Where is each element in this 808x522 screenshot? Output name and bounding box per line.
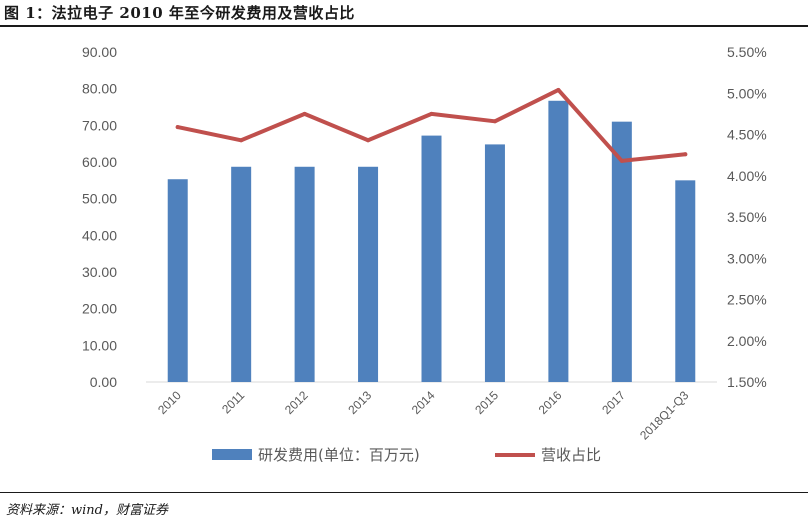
chart-title: 图 1：法拉电子 2010 年至今研发费用及营收占比 xyxy=(4,4,355,22)
line-point-2010 xyxy=(175,125,180,130)
left-tick-label: 90.00 xyxy=(82,44,117,60)
x-tick-label: 2010 xyxy=(155,388,184,417)
right-tick-label: 2.50% xyxy=(727,292,767,308)
legend-swatch-bar xyxy=(212,449,252,460)
bar-2014 xyxy=(421,135,442,382)
right-tick-label: 5.50% xyxy=(727,44,767,60)
line-point-2012 xyxy=(302,111,307,116)
x-tick-label: 2013 xyxy=(345,388,374,417)
right-tick-label: 2.00% xyxy=(727,333,767,349)
left-tick-label: 20.00 xyxy=(82,301,117,317)
left-tick-label: 80.00 xyxy=(82,81,117,97)
x-axis-ticks: 2010 2011 2012 2013 2014 2015 2016 2017 2018Q1-Q… xyxy=(155,388,692,442)
left-tick-label: 10.00 xyxy=(82,337,117,353)
line-point-2011 xyxy=(239,138,244,143)
source-rule xyxy=(0,492,808,493)
x-tick-label: 2012 xyxy=(282,388,311,417)
line-point-2014 xyxy=(429,111,434,116)
bar-2015 xyxy=(484,144,505,382)
bar-2011 xyxy=(231,166,252,382)
line-point-2016 xyxy=(556,87,561,92)
line-series xyxy=(175,87,688,163)
bar-2016 xyxy=(548,100,569,383)
x-tick-label: 2018Q1-Q3 xyxy=(637,388,691,442)
right-tick-label: 3.00% xyxy=(727,250,767,266)
x-tick-label: 2011 xyxy=(219,388,247,416)
source-note: 资料来源：wind，财富证券 xyxy=(6,503,168,518)
right-tick-label: 4.50% xyxy=(727,127,767,143)
left-axis-ticks: 0.00 10.00 20.00 30.00 40.00 50.00 60.00 70.00 8… xyxy=(82,44,117,390)
x-tick-label: 2017 xyxy=(599,388,628,417)
right-tick-label: 3.50% xyxy=(727,209,767,225)
x-tick-label: 2014 xyxy=(409,388,438,417)
left-tick-label: 60.00 xyxy=(82,154,117,170)
bar-2018Q1-Q3 xyxy=(675,180,696,382)
line-point-2018Q1-Q3 xyxy=(683,152,688,157)
left-tick-label: 0.00 xyxy=(90,374,117,390)
bar-series xyxy=(167,100,696,383)
line-point-2015 xyxy=(492,119,497,124)
bar-2012 xyxy=(294,166,315,382)
title-rule xyxy=(0,25,808,27)
legend: 研发费用(单位：百万元) 营收占比 xyxy=(212,446,601,464)
bar-2013 xyxy=(358,166,379,382)
x-tick-label: 2015 xyxy=(472,388,501,417)
left-tick-label: 40.00 xyxy=(82,227,117,243)
right-tick-label: 4.00% xyxy=(727,168,767,184)
legend-label-line: 营收占比 xyxy=(541,446,601,464)
line-point-2013 xyxy=(366,138,371,143)
right-axis-ticks: 1.50% 2.00% 2.50% 3.00% 3.50% 4.00% 4.50% 5.00%… xyxy=(727,44,767,390)
right-tick-label: 5.00% xyxy=(727,85,767,101)
right-tick-label: 1.50% xyxy=(727,374,767,390)
left-tick-label: 30.00 xyxy=(82,264,117,280)
left-tick-label: 50.00 xyxy=(82,191,117,207)
line-point-2017 xyxy=(619,158,624,163)
bar-2017 xyxy=(611,121,632,383)
x-tick-label: 2016 xyxy=(536,388,565,417)
legend-label-bar: 研发费用(单位：百万元) xyxy=(258,446,420,464)
bar-2010 xyxy=(167,179,188,382)
left-tick-label: 70.00 xyxy=(82,117,117,133)
